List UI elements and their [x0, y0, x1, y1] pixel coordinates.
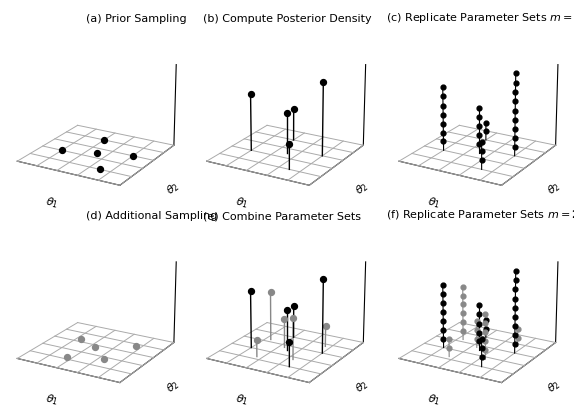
X-axis label: $\theta_1$: $\theta_1$ — [426, 194, 442, 211]
Text: (e) Combine Parameter Sets: (e) Combine Parameter Sets — [203, 211, 360, 221]
X-axis label: $\theta_1$: $\theta_1$ — [44, 392, 60, 408]
Text: (c) Replicate Parameter Sets $m = \mathbf{1}$: (c) Replicate Parameter Sets $m = \mathb… — [386, 11, 574, 25]
Text: (a) Prior Sampling: (a) Prior Sampling — [86, 14, 187, 24]
Y-axis label: $\theta_2$: $\theta_2$ — [164, 180, 182, 199]
Y-axis label: $\theta_2$: $\theta_2$ — [353, 377, 371, 396]
Y-axis label: $\theta_2$: $\theta_2$ — [353, 180, 371, 199]
X-axis label: $\theta_1$: $\theta_1$ — [234, 194, 250, 211]
X-axis label: $\theta_1$: $\theta_1$ — [234, 392, 250, 408]
Text: (f) Replicate Parameter Sets $m = \mathbf{2}$: (f) Replicate Parameter Sets $m = \mathb… — [386, 208, 574, 222]
Y-axis label: $\theta_2$: $\theta_2$ — [545, 180, 564, 199]
Text: (b) Compute Posterior Density: (b) Compute Posterior Density — [203, 14, 371, 24]
Y-axis label: $\theta_2$: $\theta_2$ — [164, 377, 182, 396]
X-axis label: $\theta_1$: $\theta_1$ — [44, 194, 60, 211]
Text: (d) Additional Sampling: (d) Additional Sampling — [86, 211, 217, 221]
X-axis label: $\theta_1$: $\theta_1$ — [426, 392, 442, 408]
Y-axis label: $\theta_2$: $\theta_2$ — [545, 377, 564, 396]
